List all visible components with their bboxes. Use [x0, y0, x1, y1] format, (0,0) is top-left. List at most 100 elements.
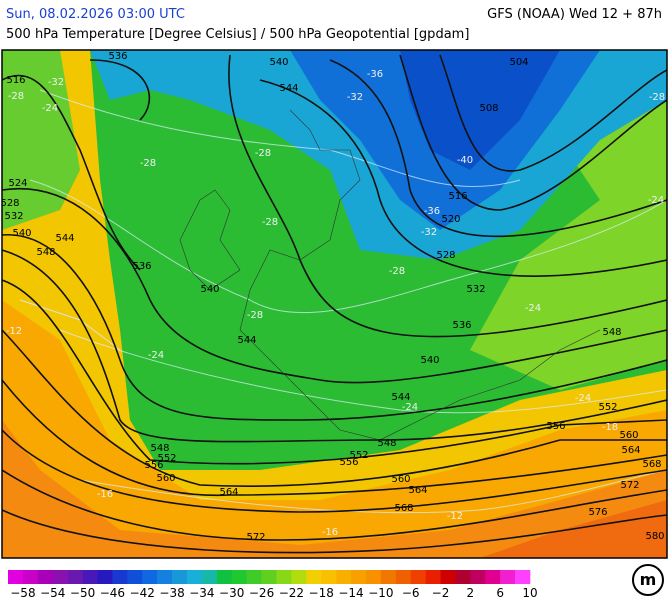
temperature-label: -24 — [648, 195, 664, 206]
geopotential-label: 564 — [621, 445, 640, 456]
colorbar-swatch — [470, 570, 486, 584]
colorbar-swatch — [515, 570, 531, 584]
colorbar-swatch — [157, 570, 173, 584]
colorbar-swatch — [201, 570, 218, 584]
geopotential-label: 548 — [150, 443, 169, 454]
temperature-label: -40 — [457, 155, 473, 166]
temperature-label: -36 — [424, 206, 440, 217]
colorbar-swatch — [351, 570, 367, 584]
geopotential-label: 536 — [132, 261, 151, 272]
temperature-label: -28 — [255, 148, 271, 159]
model-info: GFS (NOAA) Wed 12 + 87h — [487, 7, 662, 22]
temperature-label: -12 — [447, 511, 463, 522]
colorbar-label: −46 — [100, 586, 125, 600]
temperature-label: -16 — [322, 527, 338, 538]
colorbar-swatch — [440, 570, 456, 584]
colorbar-swatch — [410, 570, 426, 584]
colorbar-label: −30 — [219, 586, 244, 600]
colorbar-label: −10 — [368, 586, 393, 600]
colorbar-swatch — [276, 570, 292, 584]
colorbar-swatch — [336, 570, 352, 584]
geopotential-label: 548 — [377, 438, 396, 449]
temperature-label: -18 — [602, 422, 618, 433]
colorbar-swatch — [261, 570, 277, 584]
colorbar-swatch — [485, 570, 501, 584]
colorbar-swatch — [172, 570, 188, 584]
colorbar-swatch — [365, 570, 382, 584]
colorbar-swatch — [82, 570, 98, 584]
colorbar-swatch — [231, 570, 247, 584]
colorbar-label: −14 — [338, 586, 363, 600]
geopotential-label: 504 — [509, 57, 528, 68]
colorbar-swatch — [500, 570, 516, 584]
temperature-label: -28 — [247, 310, 263, 321]
geopotential-label: 564 — [408, 485, 427, 496]
geopotential-label: 516 — [448, 191, 467, 202]
colorbar-label: −58 — [10, 586, 35, 600]
colorbar-swatch — [142, 570, 158, 584]
colorbar-label: −54 — [40, 586, 65, 600]
colorbar-label: −26 — [249, 586, 274, 600]
geopotential-label: 544 — [55, 233, 74, 244]
geopotential-label: 548 — [36, 247, 55, 258]
colorbar-swatch — [395, 570, 411, 584]
date: Sun, 08.02.2026 03:00 UTC — [6, 7, 185, 22]
colorbar-label: 6 — [496, 586, 504, 600]
map-frame — [1, 49, 668, 559]
geopotential-label: 576 — [588, 507, 607, 518]
geopotential-label: 540 — [200, 284, 219, 295]
geopotential-label: 564 — [219, 487, 238, 498]
colorbar-swatch — [321, 570, 337, 584]
colorbar-swatch — [22, 570, 39, 584]
colorbar-swatch — [37, 570, 54, 584]
subtitle: 500 hPa Temperature [Degree Celsius] / 5… — [6, 27, 469, 42]
logo-text: m — [640, 570, 657, 589]
geopotential-label: 552 — [157, 453, 176, 464]
geopotential-label: 536 — [452, 320, 471, 331]
geopotential-label: 580 — [645, 531, 664, 542]
colorbar-swatch — [425, 570, 441, 584]
temperature-label: -12 — [6, 326, 22, 337]
geopotential-label: 568 — [642, 459, 661, 470]
colorbar-label: −50 — [70, 586, 95, 600]
colorbar-label: −34 — [189, 586, 214, 600]
colorbar-label: −42 — [130, 586, 155, 600]
colorbar-swatch — [67, 570, 83, 584]
colorbar-label: −6 — [402, 586, 420, 600]
geopotential-label: 572 — [620, 480, 639, 491]
colorbar-label: −22 — [279, 586, 304, 600]
colorbar-label: −38 — [159, 586, 184, 600]
colorbar-label: −18 — [309, 586, 334, 600]
geopotential-label: 540 — [420, 355, 439, 366]
geopotential-label: 556 — [546, 421, 565, 432]
temperature-label: -24 — [525, 303, 541, 314]
geopotential-label: 552 — [598, 402, 617, 413]
geopotential-label: 572 — [246, 532, 265, 543]
geopotential-label: 568 — [394, 503, 413, 514]
geopotential-label: 532 — [466, 284, 485, 295]
geopotential-label: 516 — [6, 75, 25, 86]
temperature-label: -32 — [421, 227, 437, 238]
geopotential-label: 536 — [108, 51, 127, 62]
colorbar-label: −2 — [432, 586, 450, 600]
colorbar-swatch — [127, 570, 143, 584]
colorbar-swatch — [306, 570, 322, 584]
geopotential-label: 528 — [0, 198, 19, 209]
geopotential-label: 528 — [436, 250, 455, 261]
temperature-label: -32 — [347, 92, 363, 103]
geopotential-label: 544 — [391, 392, 410, 403]
colorbar-label: 10 — [522, 586, 537, 600]
temperature-label: -28 — [262, 217, 278, 228]
colorbar-swatch — [52, 570, 68, 584]
colorbar-swatch — [112, 570, 128, 584]
temperature-label: -24 — [402, 402, 418, 413]
temperature-label: -24 — [148, 350, 164, 361]
colorbar-swatch — [291, 570, 307, 584]
colorbar-swatch — [97, 570, 113, 584]
temperature-label: -16 — [97, 489, 113, 500]
colorbar-swatch — [8, 570, 24, 584]
geopotential-label: 556 — [339, 457, 358, 468]
colorbar-swatch — [216, 570, 233, 584]
temperature-label: -28 — [649, 92, 665, 103]
